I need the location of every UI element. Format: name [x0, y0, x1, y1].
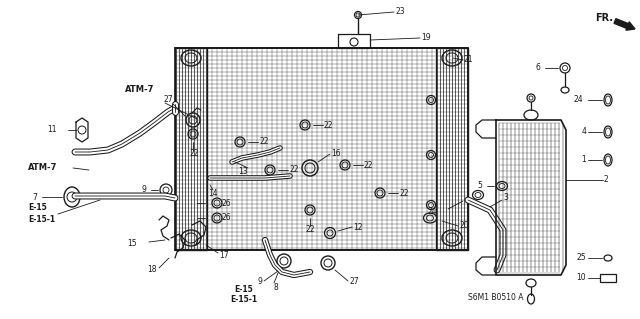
Text: 22: 22 — [306, 226, 316, 234]
Circle shape — [160, 184, 172, 196]
Text: 7: 7 — [32, 192, 37, 202]
Text: 26: 26 — [222, 198, 232, 207]
Ellipse shape — [300, 120, 310, 130]
Ellipse shape — [524, 110, 538, 120]
Text: ATM-7: ATM-7 — [125, 85, 154, 94]
Ellipse shape — [497, 182, 508, 190]
Ellipse shape — [424, 213, 436, 223]
Text: 13: 13 — [238, 167, 248, 176]
FancyArrow shape — [614, 19, 635, 30]
Ellipse shape — [302, 160, 318, 176]
Bar — [600, 274, 616, 282]
Ellipse shape — [188, 129, 198, 139]
Text: FR.: FR. — [595, 13, 613, 23]
Ellipse shape — [324, 227, 335, 239]
Text: 6: 6 — [535, 63, 540, 72]
Ellipse shape — [375, 188, 385, 198]
Ellipse shape — [212, 213, 222, 223]
Text: 22: 22 — [399, 189, 408, 197]
Ellipse shape — [604, 94, 612, 106]
Text: 27: 27 — [163, 95, 173, 105]
Text: 27: 27 — [349, 278, 358, 286]
Ellipse shape — [321, 256, 335, 270]
Circle shape — [560, 63, 570, 73]
Ellipse shape — [186, 113, 200, 127]
Ellipse shape — [355, 11, 362, 19]
Text: 26: 26 — [222, 213, 232, 222]
Text: 25: 25 — [577, 254, 586, 263]
Ellipse shape — [426, 151, 435, 160]
Text: 23: 23 — [395, 8, 404, 17]
Ellipse shape — [181, 230, 201, 246]
Ellipse shape — [181, 50, 201, 66]
Text: 22: 22 — [189, 150, 198, 159]
Ellipse shape — [604, 126, 612, 138]
Text: E-15-1: E-15-1 — [230, 294, 257, 303]
Text: 16: 16 — [331, 149, 340, 158]
Ellipse shape — [426, 95, 435, 105]
Ellipse shape — [442, 230, 462, 246]
Text: 1: 1 — [581, 155, 586, 165]
Text: E-15: E-15 — [235, 285, 253, 293]
Text: 12: 12 — [353, 222, 362, 232]
Ellipse shape — [235, 137, 245, 147]
Ellipse shape — [277, 254, 291, 268]
Ellipse shape — [442, 50, 462, 66]
Bar — [175, 48, 207, 250]
Ellipse shape — [64, 187, 80, 207]
Text: 20: 20 — [459, 221, 468, 231]
Ellipse shape — [561, 87, 569, 93]
Text: E-15: E-15 — [28, 204, 47, 212]
Text: 14: 14 — [208, 189, 218, 198]
Text: 24: 24 — [573, 95, 583, 105]
Ellipse shape — [527, 94, 535, 102]
Text: 4: 4 — [581, 128, 586, 137]
Text: 2: 2 — [604, 175, 609, 184]
Text: 24: 24 — [428, 206, 438, 216]
Ellipse shape — [340, 160, 350, 170]
Ellipse shape — [305, 205, 315, 215]
Text: S6M1 B0510 A: S6M1 B0510 A — [468, 293, 524, 301]
Ellipse shape — [350, 38, 358, 46]
Text: 18: 18 — [147, 265, 157, 275]
Text: 22: 22 — [259, 137, 269, 146]
Text: 9: 9 — [257, 277, 262, 286]
Text: 22: 22 — [364, 160, 374, 169]
Text: ATM-7: ATM-7 — [28, 164, 58, 173]
Text: 11: 11 — [47, 125, 57, 135]
Text: 22: 22 — [324, 121, 333, 130]
Ellipse shape — [472, 190, 483, 199]
Ellipse shape — [604, 255, 612, 261]
Bar — [436, 48, 468, 250]
Ellipse shape — [265, 165, 275, 175]
Text: 22: 22 — [289, 166, 298, 174]
Ellipse shape — [527, 294, 534, 304]
Text: 10: 10 — [577, 273, 586, 283]
Text: 17: 17 — [219, 250, 228, 259]
Ellipse shape — [604, 154, 612, 166]
Text: 21: 21 — [464, 56, 474, 64]
Bar — [175, 48, 468, 250]
Text: 5: 5 — [477, 182, 482, 190]
Text: 9: 9 — [141, 186, 146, 195]
Ellipse shape — [212, 198, 222, 208]
Text: 3: 3 — [503, 194, 508, 203]
Text: 15: 15 — [127, 240, 137, 249]
Ellipse shape — [526, 279, 536, 287]
Ellipse shape — [426, 201, 435, 210]
Text: 8: 8 — [274, 284, 278, 293]
Text: E-15-1: E-15-1 — [28, 216, 55, 225]
Text: 19: 19 — [421, 33, 431, 42]
